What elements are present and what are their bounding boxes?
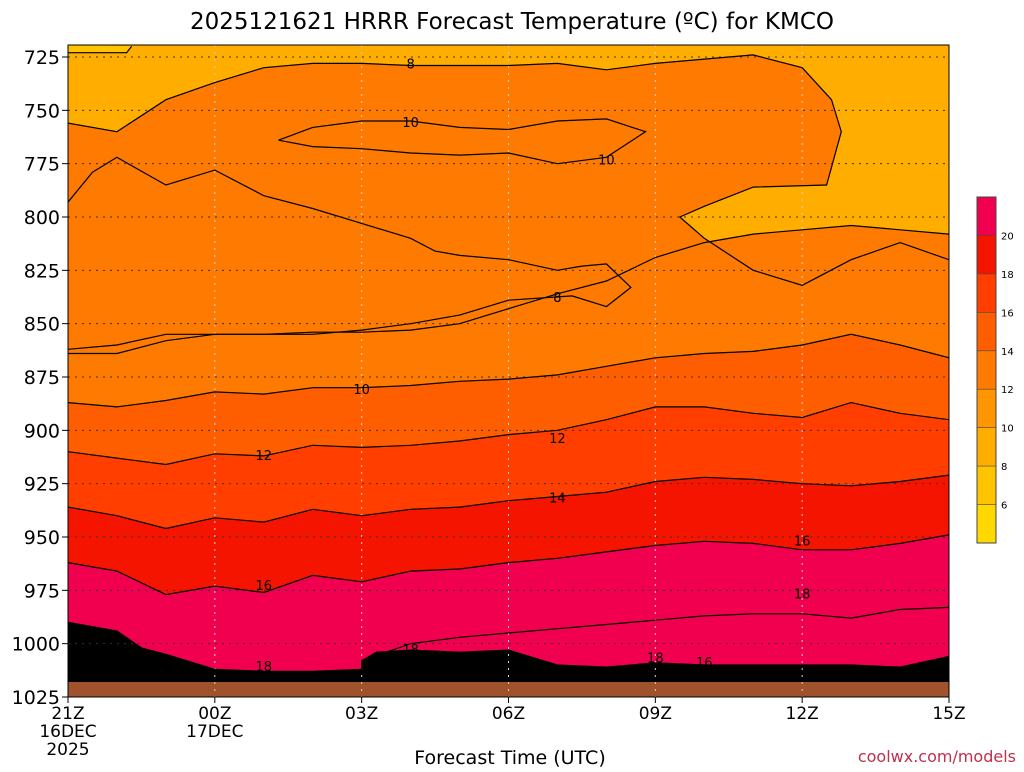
y-tick-label: 800	[24, 207, 60, 229]
contour-line-12	[68, 333, 949, 408]
fill-region	[68, 622, 949, 697]
y-tick-label: 825	[24, 260, 60, 282]
colorbar-swatch	[977, 235, 996, 274]
y-tick-label: 925	[24, 474, 60, 496]
contour-line-18	[68, 534, 949, 596]
x-tick-label: 12Z	[786, 704, 819, 724]
colorbar-swatch	[977, 197, 996, 236]
colorbar-label: 10	[1001, 424, 1014, 435]
y-tick-label: 750	[24, 100, 60, 122]
colorbar-swatch	[977, 427, 996, 467]
chart-title: 2025121621 HRRR Forecast Temperature (ºC…	[190, 9, 834, 35]
contour-label: 12	[549, 432, 566, 447]
y-tick-label: 1025	[12, 687, 60, 709]
contour-label: 18	[256, 660, 273, 675]
x-tick-label: 21Z	[51, 704, 84, 724]
contour-line-8	[68, 45, 133, 54]
colorbar-swatch	[977, 273, 996, 313]
y-tick-label: 900	[24, 420, 60, 442]
colorbar-legend: 6 8 10 12 14 16 18 20	[976, 196, 1014, 544]
colorbar-label: 20	[1001, 231, 1014, 242]
colorbar-frame	[976, 196, 997, 544]
x-tick-label: 09Z	[639, 704, 672, 724]
x-tick-year: 2025	[46, 740, 89, 760]
x-tick-date: 16DEC	[39, 722, 96, 742]
contour-line-10	[278, 118, 647, 165]
colorbar-swatch	[977, 504, 996, 543]
y-tick-label: 725	[24, 47, 60, 69]
colorbar-label: 6	[1001, 501, 1007, 512]
x-tick-label: 06Z	[492, 704, 525, 724]
contour-label: 12	[256, 449, 273, 464]
contour-label: 16	[794, 534, 811, 549]
contour-line-10	[68, 54, 949, 286]
x-axis-title: Forecast Time (UTC)	[414, 747, 605, 768]
colorbar-label: 18	[1001, 270, 1014, 281]
fill-region	[278, 118, 646, 164]
contour-label-layer: 8 10 10 8 10 12 12 14 16 16 18 18 18 18 16	[256, 57, 811, 675]
y-tick-label: 875	[24, 367, 60, 389]
contour-line-18	[361, 606, 949, 662]
credit-text: coolwx.com/models	[858, 747, 1016, 766]
contour-line-10	[68, 224, 949, 355]
colorbar-swatch	[977, 389, 996, 428]
contour-label: 18	[794, 588, 811, 603]
contour-label: 18	[402, 643, 419, 658]
y-tick-label: 975	[24, 580, 60, 602]
contour-label: 10	[402, 116, 419, 131]
colorbar-label: 8	[1001, 462, 1007, 473]
colorbar-swatch	[977, 466, 996, 505]
contour-label: 16	[256, 579, 273, 594]
colorbar-swatch	[977, 312, 996, 351]
contour-label: 8	[553, 291, 561, 306]
y-tick-label: 1000	[12, 634, 60, 656]
contour-line-8	[68, 156, 632, 350]
x-tick-label: 00Z	[198, 704, 231, 724]
fill-region	[68, 45, 132, 53]
colorbar-label: 16	[1001, 308, 1014, 319]
contour-label: 16	[696, 656, 713, 671]
colorbar-label: 14	[1001, 347, 1014, 358]
contour-line-16	[68, 474, 949, 530]
x-tick-label: 15Z	[932, 704, 965, 724]
contour-line-20	[68, 621, 949, 672]
contour-label: 14	[549, 492, 566, 507]
y-tick-label: 775	[24, 154, 60, 176]
contour-label: 18	[647, 652, 664, 667]
colorbar-label: 12	[1001, 385, 1014, 396]
x-tick-date: 17DEC	[186, 722, 243, 742]
contour-label: 10	[353, 383, 370, 398]
contour-line-14	[68, 401, 949, 466]
y-axis: 725 750 775 800 825 850 875 900 925 950 975 1000 102…	[12, 47, 68, 709]
y-tick-label: 950	[24, 527, 60, 549]
contour-label: 10	[598, 153, 615, 168]
contour-line-layer	[68, 45, 949, 672]
colorbar-swatch	[977, 350, 996, 390]
x-tick-label: 03Z	[345, 704, 378, 724]
contour-label: 8	[406, 57, 414, 72]
y-tick-label: 850	[24, 314, 60, 336]
